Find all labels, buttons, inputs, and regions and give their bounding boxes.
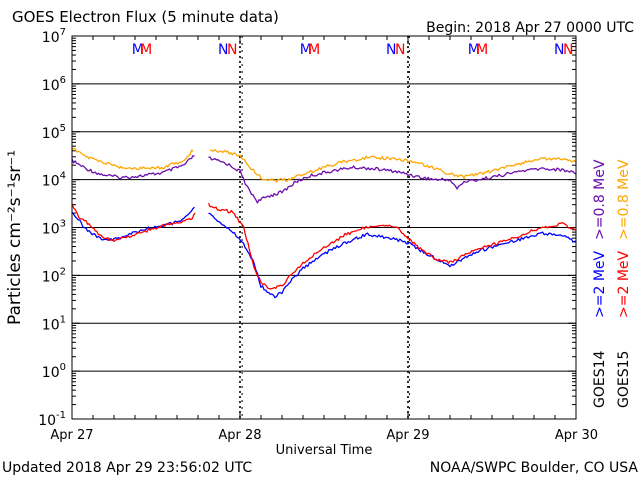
y-tick-label: 105: [42, 123, 66, 142]
x-axis-tick-labels: Apr 27 Apr 28 Apr 29 Apr 30: [50, 428, 598, 443]
credit: NOAA/SWPC Boulder, CO USA: [430, 460, 639, 476]
updated-time: Updated 2018 Apr 29 23:56:02 UTC: [2, 460, 252, 476]
legend-entry: >=0.8 MeV: [616, 159, 632, 240]
legend-entry: >=2 MeV: [592, 250, 608, 318]
y-tick-label: 102: [42, 266, 66, 285]
series-goes15-0-8-mev: [71, 147, 577, 183]
legend-entry: >=0.8 MeV: [592, 159, 608, 240]
legend-satellite: GOES14: [592, 350, 608, 408]
x-tick-label: Apr 27: [50, 428, 93, 443]
chart-title: GOES Electron Flux (5 minute data): [12, 8, 279, 26]
y-tick-label: 106: [42, 75, 66, 94]
satellite-annotation: N: [554, 42, 564, 58]
satellite-annotation: M: [468, 42, 480, 58]
legend-satellite: GOES15: [616, 351, 632, 408]
y-tick-label: 103: [42, 219, 66, 238]
satellite-annotation: N: [218, 42, 228, 58]
series-goes14-0-8-mev: [71, 155, 577, 204]
x-axis-label: Universal Time: [276, 443, 373, 458]
y-axis-label: Particles cm⁻²s⁻¹sr⁻¹: [5, 150, 25, 325]
series-goes14-2-mev: [71, 206, 577, 299]
plot-grid: [71, 36, 577, 420]
satellite-annotation: M: [308, 42, 320, 58]
satellite-annotation: M: [300, 42, 312, 58]
series-goes15-2-mev: [71, 202, 577, 290]
satellite-annotation: M: [476, 42, 488, 58]
legend: GOES14 >=2 MeV >=0.8 MeV GOES15 >=2 MeV >=0.8…: [592, 159, 632, 408]
begin-time: Begin: 2018 Apr 27 0000 UTC: [426, 20, 634, 36]
data-series: [71, 147, 577, 299]
y-tick-label: 10-1: [38, 410, 66, 429]
eclipse-marks: [239, 36, 410, 419]
satellite-annotation: N: [563, 42, 573, 58]
satellite-annotations: MM NN MM NN MM NN: [132, 42, 574, 58]
x-tick-label: Apr 28: [218, 428, 261, 443]
satellite-annotation: M: [140, 42, 152, 58]
plot-frame: [71, 35, 577, 420]
satellite-annotation: N: [227, 42, 237, 58]
legend-entry: >=2 MeV: [616, 250, 632, 318]
x-tick-label: Apr 29: [386, 428, 429, 443]
x-tick-label: Apr 30: [555, 428, 598, 443]
satellite-annotation: N: [386, 42, 396, 58]
satellite-annotation: N: [395, 42, 405, 58]
y-tick-label: 101: [42, 314, 66, 333]
y-tick-label: 107: [42, 27, 66, 46]
y-axis-tick-labels: 10-1 100 101 102 103 104 105 106 107: [38, 27, 66, 429]
y-tick-label: 100: [42, 362, 66, 381]
satellite-annotation: M: [132, 42, 144, 58]
y-tick-label: 104: [42, 171, 66, 190]
